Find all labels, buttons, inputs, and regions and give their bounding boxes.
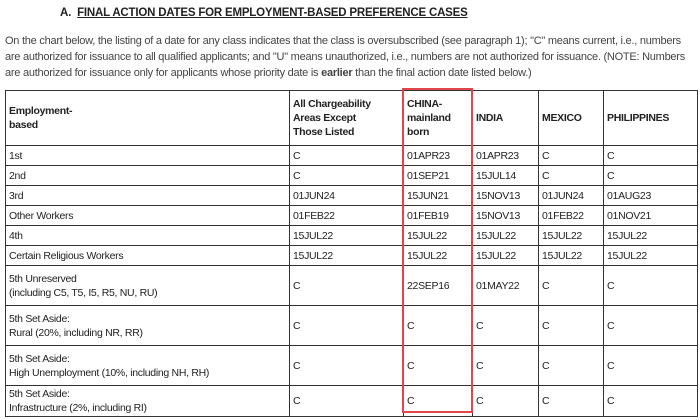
table-row: 5th Unreserved (including C5, T5, I5, R5… — [5, 265, 698, 306]
date-cell: C — [603, 305, 698, 346]
table-row: 5th Set Aside: Rural (20%, including NR,… — [5, 305, 698, 346]
category-cell: 2nd — [5, 165, 290, 186]
table-row: 5th Set Aside: Infrastructure (2%, inclu… — [5, 385, 698, 417]
category-cell: 5th Set Aside: High Unemployment (10%, i… — [5, 345, 290, 386]
date-cell: 15JUL22 — [289, 245, 404, 266]
category-cell: 5th Set Aside: Rural (20%, including NR,… — [5, 305, 290, 346]
date-cell: 01JUN24 — [538, 185, 604, 206]
date-cell: C — [538, 265, 604, 306]
category-cell: 5th Unreserved (including C5, T5, I5, R5… — [5, 265, 290, 306]
date-cell: C — [603, 265, 698, 306]
heading-title: FINAL ACTION DATES FOR EMPLOYMENT-BASED … — [77, 7, 468, 19]
date-cell: 01FEB22 — [289, 205, 404, 226]
date-cell: 01APR23 — [403, 145, 473, 166]
date-cell: 01FEB22 — [538, 205, 604, 226]
heading-label: A. — [60, 7, 72, 19]
date-cell: 15NOV13 — [472, 205, 539, 226]
header-row: Employment- based All Chargeability Areas… — [5, 90, 698, 146]
date-cell: C — [403, 305, 473, 346]
table-row: Certain Religious Workers 15JUL22 15JUL22 1… — [5, 245, 698, 266]
table-row: 4th 15JUL22 15JUL22 15JUL22 15JUL22 15JUL22 — [5, 225, 698, 246]
date-cell: C — [538, 165, 604, 186]
column-header: PHILIPPINES — [603, 90, 698, 146]
date-cell: C — [472, 385, 539, 417]
date-cell: C — [603, 345, 698, 386]
table-row: 5th Set Aside: High Unemployment (10%, i… — [5, 345, 698, 386]
date-cell: 01MAY22 — [472, 265, 539, 306]
date-cell: 22SEP16 — [403, 265, 473, 306]
date-cell: C — [538, 305, 604, 346]
column-header: CHINA- mainland born — [403, 90, 473, 146]
date-cell: 15JUL22 — [289, 225, 404, 246]
dates-table: Employment- based All Chargeability Areas… — [5, 90, 698, 417]
date-cell: 15JUL22 — [603, 225, 698, 246]
column-header: Employment- based — [5, 90, 290, 146]
date-cell: C — [538, 145, 604, 166]
table-row: Other Workers 01FEB22 01FEB19 15NOV13 01FEB2… — [5, 205, 698, 226]
date-cell: C — [603, 165, 698, 186]
date-cell: C — [289, 345, 404, 386]
date-cell: 15JUL22 — [538, 245, 604, 266]
date-cell: 01NOV21 — [603, 205, 698, 226]
category-cell: 3rd — [5, 185, 290, 206]
date-cell: 15NOV13 — [472, 185, 539, 206]
date-cell: C — [289, 165, 404, 186]
category-cell: Other Workers — [5, 205, 290, 226]
category-cell: 1st — [5, 145, 290, 166]
intro-text: On the chart below, the listing of a dat… — [5, 35, 685, 79]
table-row: 2nd C 01SEP21 15JUL14 C C — [5, 165, 698, 186]
date-cell: C — [289, 305, 404, 346]
date-cell: C — [289, 145, 404, 166]
date-cell: C — [538, 345, 604, 386]
column-header: All Chargeability Areas Except Those Lis… — [289, 90, 404, 146]
date-cell: 15JUL22 — [472, 245, 539, 266]
intro-bold: earlier — [321, 67, 353, 79]
highlight-box — [402, 88, 473, 413]
date-cell: 15JUL22 — [603, 245, 698, 266]
date-cell: C — [289, 385, 404, 417]
date-cell: 15JUL14 — [472, 165, 539, 186]
date-cell: 15JUL22 — [538, 225, 604, 246]
date-cell: C — [289, 265, 404, 306]
date-cell: 15JUL22 — [403, 245, 473, 266]
column-header: MEXICO — [538, 90, 604, 146]
date-cell: C — [603, 145, 698, 166]
intro-text: than the final action date listed below.… — [352, 67, 532, 79]
column-header: INDIA — [472, 90, 539, 146]
heading: A. FINAL ACTION DATES FOR EMPLOYMENT-BASE… — [60, 7, 468, 19]
date-cell: C — [538, 385, 604, 417]
date-cell: 15JUL22 — [472, 225, 539, 246]
date-cell: 01SEP21 — [403, 165, 473, 186]
table-row: 1st C 01APR23 01APR23 C C — [5, 145, 698, 166]
date-cell: 01JUN24 — [289, 185, 404, 206]
date-cell: C — [472, 345, 539, 386]
intro: On the chart below, the listing of a dat… — [5, 33, 695, 81]
date-cell: 01AUG23 — [603, 185, 698, 206]
category-cell: 4th — [5, 225, 290, 246]
category-cell: 5th Set Aside: Infrastructure (2%, inclu… — [5, 385, 290, 417]
category-cell: Certain Religious Workers — [5, 245, 290, 266]
table-row: 3rd 01JUN24 15JUN21 15NOV13 01JUN24 01AUG23 — [5, 185, 698, 206]
date-cell: C — [603, 385, 698, 417]
date-cell: C — [472, 305, 539, 346]
date-cell: 15JUL22 — [403, 225, 473, 246]
date-cell: 01APR23 — [472, 145, 539, 166]
